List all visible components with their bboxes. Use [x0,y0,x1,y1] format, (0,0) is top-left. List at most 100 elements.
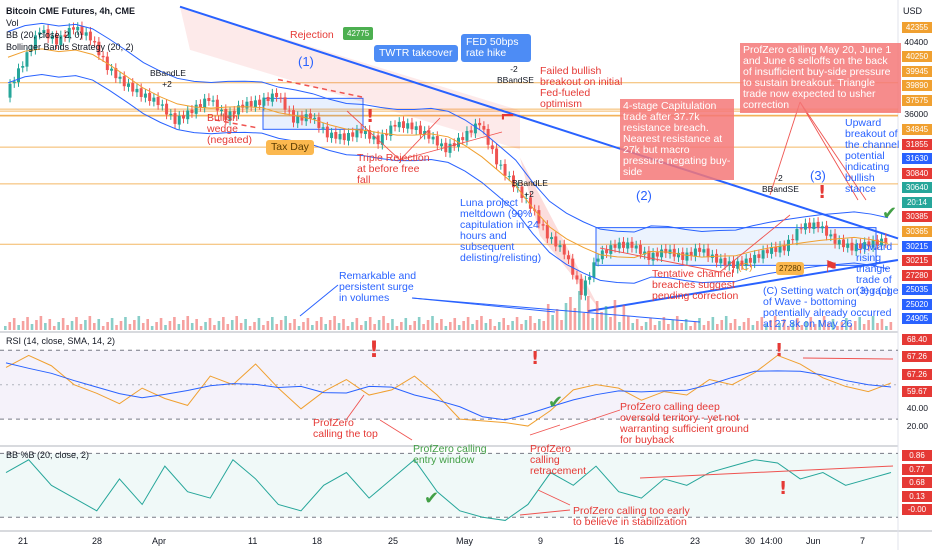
rsi-jun-flag-icon: ! [775,340,784,361]
volume-bar [667,324,670,330]
axis-tick-label: 34845 [902,124,932,135]
volume-bar [831,319,835,330]
candle-body [296,116,300,124]
volume-bar [168,321,172,330]
candle-body [12,81,16,84]
candle-body [884,238,888,244]
volume-bar [627,316,630,330]
candle-body [803,223,807,230]
volume-bar [368,317,372,330]
volume-bar [787,326,790,330]
volume-bar [164,325,167,330]
rsi-divergence-line [802,357,894,360]
axis-tick-label: 20.00 [906,420,928,431]
volume-bar [190,323,194,330]
volume-bar [560,320,563,330]
volume-bar [791,322,795,330]
volume-bar [520,324,523,330]
annotation-connector [769,101,801,196]
candle-body [592,262,596,278]
candle-body [583,280,587,296]
capitulation-callout: 4-stage Capitulation trade after 37.7k r… [620,99,734,180]
time-tick-label: Apr [152,536,167,546]
volume-bar [600,312,603,330]
candle-body [385,133,389,136]
candle-body [291,110,295,123]
candle-body [562,244,566,255]
volume-bar [702,325,706,330]
volume-bar [689,326,692,330]
volume-bar [840,322,844,330]
axis-tick-label: 39890 [902,80,932,92]
candle-body [786,239,790,252]
tax-day-callout: Tax Day [266,140,314,155]
volume-bar [373,324,376,330]
rsi-legend: RSI (14, close, SMA, 14, 2) [6,336,116,346]
candle-body [550,237,554,240]
candle-body [211,100,215,102]
rsi-connector [529,424,561,436]
volume-bar [248,326,252,330]
candle-body [308,113,312,119]
candle-body [232,110,236,114]
candle-body [342,133,346,141]
volume-bar [582,313,586,330]
candle-body [795,228,799,241]
annotation-connector [346,110,401,161]
candle-body [245,101,249,109]
volume-bar [155,322,158,330]
volume-bar [871,316,875,330]
price-check-icon: ✔ [882,203,898,224]
volume-bar [609,317,612,330]
volume-bar [230,320,234,330]
volume-bar [444,326,448,330]
volume-bar [827,323,830,330]
volume-bar [364,321,368,330]
volume-bar [395,326,399,330]
volume-bar [564,303,568,330]
candle-body [651,252,655,261]
candle-body [558,245,562,248]
rsi-sma-line [5,362,892,421]
candle-body [355,129,359,138]
profzero-may20-callout: ProfZero calling May 20, June 1 and June… [740,43,901,113]
candle-body [135,88,139,93]
volume-bar [733,319,737,330]
candle-body [249,101,253,107]
failed-breakout-note: Failed bullish breakout on initial Fed-f… [540,65,623,110]
volume-bar [462,321,465,330]
volume-bar [773,316,777,330]
volume-bar [297,326,301,330]
rsi-check-icon: ✔ [548,392,564,413]
volume-bar [778,323,781,330]
time-tick-label: 23 [690,536,701,546]
volume-bar [653,325,657,330]
candle-body [59,35,63,46]
candle-body [351,132,355,137]
volume-bar [257,318,261,330]
volume-bar [724,316,728,330]
candle-body [638,244,642,254]
volume-bar [716,324,719,330]
candle-body [731,260,735,269]
candle-body [507,176,511,178]
axis-tick-label: 30365 [902,226,932,237]
rsi-line [5,354,892,427]
volume-bar [631,323,635,330]
volume-bar [44,323,47,330]
axis-tick-label: 31630 [902,153,932,165]
volume-bar [680,323,683,330]
time-tick-label: Jun [806,536,821,546]
candle-body [668,249,672,254]
volume-bar [133,320,136,330]
axis-tick-label: 67.26 [902,368,932,380]
volume-bar [858,317,861,330]
volume-bar [351,322,354,330]
volume-bar [386,323,390,330]
candle-body [330,132,334,139]
volume-bar [867,320,870,330]
volume-bar [52,326,56,330]
candle-body [101,55,105,58]
candle-body [545,224,549,239]
